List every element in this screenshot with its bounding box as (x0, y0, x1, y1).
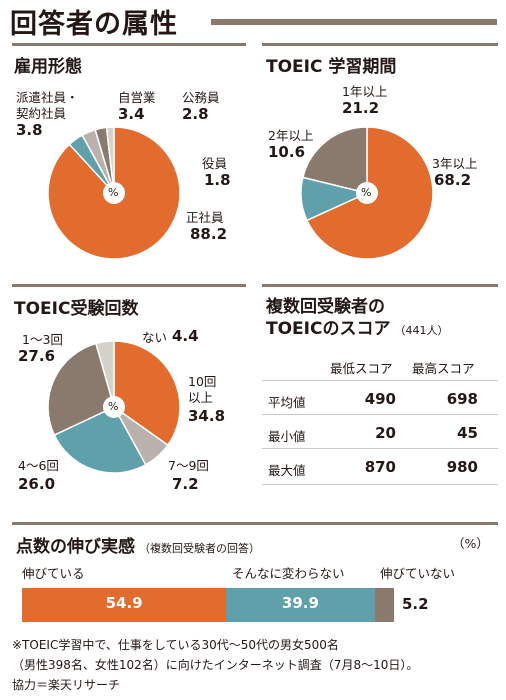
study-label-two: 2年以上 (268, 128, 314, 143)
exam-count-pie-slice-4 (47, 342, 115, 437)
score-table-divider (262, 484, 498, 485)
score-table-row-label: 最小値 (268, 429, 306, 444)
employment-pie-percent: % (108, 186, 119, 199)
exam-count-value-ten: 34.8 (188, 407, 226, 425)
score-table-row-label: 平均値 (268, 395, 306, 410)
growth-value-not-growing: 5.2 (402, 595, 429, 613)
exam-count-pie-slice-3 (53, 406, 147, 474)
growth-chart-title: 点数の伸び実感 （複数回受験者の回答） (16, 532, 260, 557)
employment-label-jieigyo: 自営業 (118, 90, 156, 105)
score-table-header-low: 最低スコア (330, 361, 393, 376)
growth-chart-subtitle: （複数回受験者の回答） (139, 542, 260, 555)
score-table-title: 複数回受験者の (266, 297, 385, 317)
exam-count-value-none: 4.4 (172, 327, 199, 345)
employment-label-haken-line2: 契約社員 (16, 106, 67, 121)
growth-bar-segment-1 (22, 588, 227, 622)
growth-chart-unit: （%） (452, 536, 489, 551)
study-value-one: 21.2 (342, 99, 380, 117)
footnote-line2: （男性398名、女性102名）に向けたインターネット調査（7月8〜10日）。 (12, 658, 419, 672)
score-table-cell-high: 698 (446, 390, 478, 408)
growth-bar-value-2: 39.9 (281, 594, 319, 612)
section-rule-growth (12, 522, 498, 525)
title-rule (211, 19, 497, 25)
score-table-cell-low: 20 (375, 424, 396, 442)
section-rule-employment (12, 43, 246, 46)
employment-value-seishain: 88.2 (190, 225, 228, 243)
exam-count-label-four: 4〜6回 (18, 458, 59, 473)
score-table-cell-high: 980 (446, 458, 478, 476)
employment-label-koumuin: 公務員 (182, 90, 220, 105)
page-title: 回答者の属性 (10, 9, 178, 40)
score-table-divider (262, 414, 498, 415)
study-chart-title: TOEIC 学習期間 (266, 57, 397, 77)
score-table-header-high: 最高スコア (412, 361, 475, 376)
employment-pie-slice-5 (105, 126, 115, 194)
exam-count-label-one: 1〜3回 (22, 332, 63, 347)
employment-label-yakuin: 役員 (202, 156, 228, 171)
score-table-divider (262, 380, 498, 381)
employment-label-haken-line1: 派遣社員・ (16, 90, 79, 105)
growth-legend-not-growing: 伸びていない (380, 566, 456, 581)
growth-bar-segment-2 (226, 588, 375, 622)
footnote-line1: ※TOEIC学習中で、仕事をしている30代〜50代の男女500名 (12, 638, 339, 652)
study-label-one: 1年以上 (342, 84, 388, 99)
exam-count-pie-slice-5 (95, 340, 115, 408)
employment-value-haken: 3.8 (16, 121, 43, 139)
score-table-title-line2: TOEICのスコア （441人） (266, 314, 448, 339)
employment-chart-title: 雇用形態 (14, 57, 82, 77)
exam-count-value-seven: 7.2 (172, 475, 199, 493)
study-pie-center-hole (356, 182, 378, 204)
growth-bar-value-1: 54.9 (105, 594, 143, 612)
study-value-three: 68.2 (434, 171, 472, 189)
exam-count-value-four: 26.0 (18, 475, 56, 493)
exam-count-pie-slice-1 (113, 340, 181, 447)
score-table-cell-high: 45 (457, 424, 478, 442)
score-table-divider (262, 448, 498, 449)
exam-count-label-ten-line1: 10回 (188, 374, 217, 389)
section-rule-study (262, 43, 498, 46)
exam-count-label-ten-line2: 以上 (188, 390, 214, 405)
section-rule-score-table (262, 284, 498, 287)
growth-chart-title-main: 点数の伸び実感 (16, 537, 135, 557)
employment-label-seishain: 正社員 (186, 210, 224, 225)
employment-pie-center-hole (103, 182, 125, 204)
exam-count-label-none: ない (142, 330, 168, 345)
exam-count-label-seven: 7〜9回 (168, 458, 209, 473)
exam-count-chart-title: TOEIC受験回数 (14, 299, 139, 319)
score-table-title-main: TOEICのスコア (266, 319, 391, 339)
study-value-two: 10.6 (268, 143, 306, 161)
employment-value-koumuin: 2.8 (182, 105, 209, 123)
study-label-three: 3年以上 (432, 156, 478, 171)
score-table-cell-low: 490 (364, 390, 396, 408)
section-rule-exam-count (12, 284, 246, 287)
study-pie-percent: % (361, 186, 372, 199)
score-table-row-label: 最大値 (268, 463, 306, 478)
exam-count-pie-percent: % (108, 400, 119, 413)
growth-bar-segment-3 (374, 588, 394, 622)
footnote-line3: 協力＝楽天リサーチ (12, 678, 121, 692)
growth-legend-growing: 伸びている (22, 566, 85, 581)
score-table-subtitle: （441人） (394, 324, 449, 337)
growth-legend-same: そんなに変わらない (232, 566, 345, 581)
exam-count-value-one: 27.6 (18, 347, 56, 365)
score-table-cell-low: 870 (364, 458, 396, 476)
employment-value-yakuin: 1.8 (204, 171, 231, 189)
employment-value-jieigyo: 3.4 (118, 105, 145, 123)
exam-count-pie-center-hole (103, 396, 125, 418)
study-pie-slice-3 (301, 126, 368, 194)
